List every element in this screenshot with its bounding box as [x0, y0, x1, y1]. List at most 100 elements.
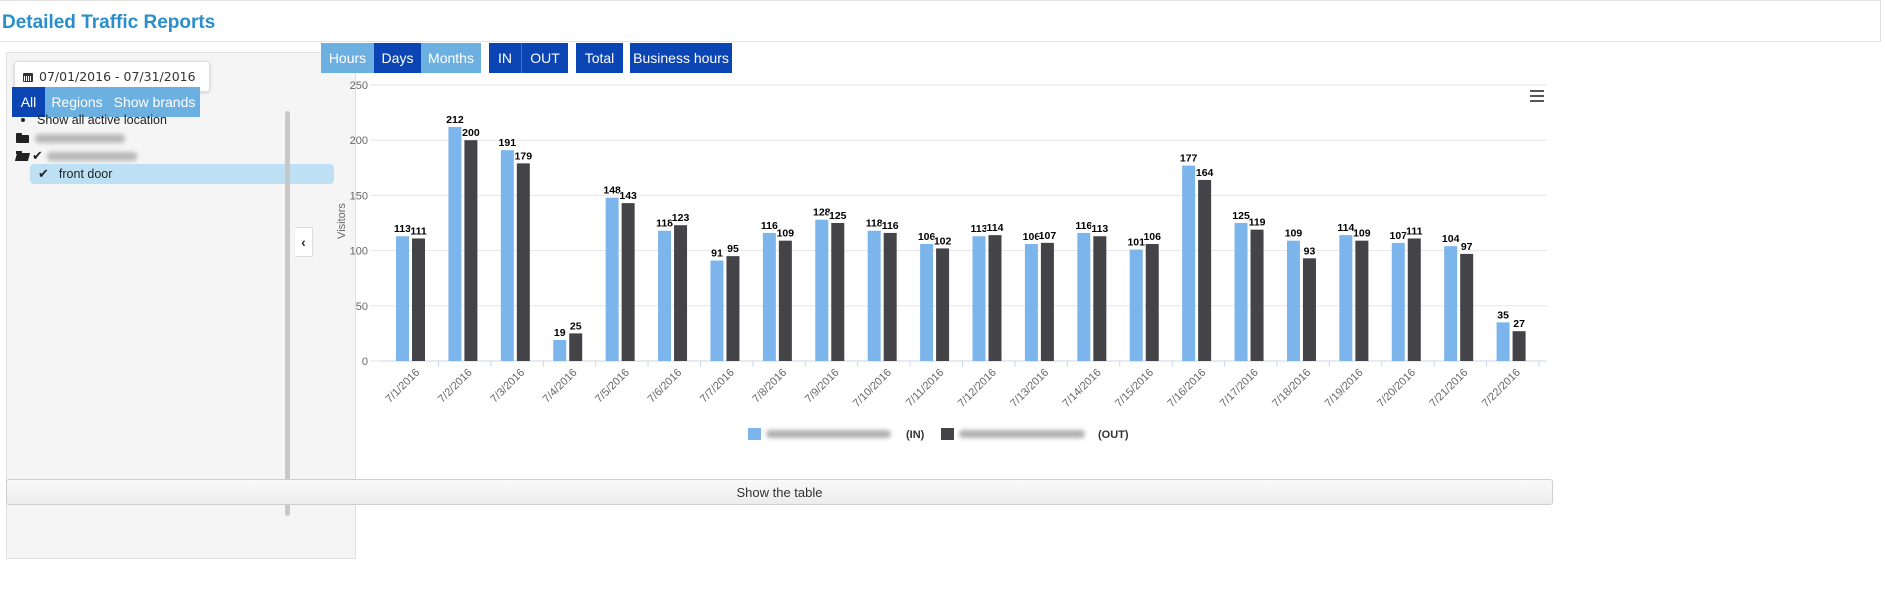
x-tick-label: 7/2/2016 [436, 367, 475, 406]
x-tick-label: 7/9/2016 [803, 367, 842, 406]
show-table-button[interactable]: Show the table [6, 479, 1553, 505]
page-title: Detailed Traffic Reports [2, 12, 216, 33]
collapse-sidebar-button[interactable]: ‹ [295, 227, 313, 257]
x-tick-label: 7/17/2016 [1218, 367, 1261, 410]
x-tick-label: 7/3/2016 [488, 367, 527, 406]
x-tick-label: 7/5/2016 [593, 367, 632, 406]
bar-out [412, 238, 425, 361]
bar-in [1129, 249, 1143, 361]
bar-in [553, 340, 567, 361]
data-label: 109 [777, 228, 795, 240]
x-tick-label: 7/18/2016 [1270, 367, 1313, 410]
chevron-left-icon: ‹ [301, 234, 306, 250]
bar-in [448, 126, 462, 361]
tree-item-store[interactable]: ✔ [16, 146, 137, 166]
bar-out [1302, 258, 1316, 361]
bar-out [988, 235, 1002, 361]
bar-out [516, 163, 530, 361]
bar-out [621, 203, 635, 361]
bar-out [1145, 243, 1159, 361]
data-label: 106 [918, 231, 936, 243]
data-label: 104 [1442, 233, 1460, 245]
bar-in [1077, 232, 1091, 361]
data-label: 179 [515, 150, 533, 162]
data-label: 95 [727, 243, 739, 255]
data-label: 114 [987, 222, 1004, 234]
tree-item-company[interactable] [16, 128, 125, 148]
bar-in [920, 243, 934, 361]
data-label: 116 [1075, 220, 1092, 232]
data-label: 91 [711, 248, 723, 260]
date-range-picker[interactable]: 07/01/2016 - 07/31/2016 [14, 61, 210, 92]
data-label: 107 [1039, 230, 1057, 242]
x-tick-label: 7/21/2016 [1427, 367, 1470, 410]
calendar-icon [23, 72, 33, 82]
bar-out [1250, 229, 1264, 361]
data-label: 106 [1143, 231, 1161, 243]
bar-out [569, 333, 583, 361]
bar-out [464, 140, 478, 361]
legend-label: (OUT) [1098, 429, 1129, 441]
tab-all[interactable]: All [12, 87, 45, 117]
bar-out [1460, 253, 1474, 361]
y-tick-label: 50 [356, 301, 368, 313]
days-button[interactable]: Days [374, 43, 421, 73]
data-label: 109 [1353, 228, 1371, 240]
legend-blurred-name [959, 430, 1085, 438]
tree-item-front-door[interactable] [30, 164, 334, 184]
total-toggle: Total [576, 43, 623, 73]
x-tick-label: 7/4/2016 [541, 367, 580, 406]
bar-out [1512, 331, 1526, 361]
folder-open-icon [16, 151, 30, 161]
in-button[interactable]: IN [489, 43, 522, 73]
data-label: 109 [1285, 228, 1303, 240]
bar-out [1093, 236, 1107, 361]
legend-blurred-name [766, 430, 891, 438]
data-label: 106 [1023, 231, 1041, 243]
months-button[interactable]: Months [421, 43, 481, 73]
bar-out [1040, 242, 1054, 361]
x-tick-label: 7/13/2016 [1008, 367, 1051, 410]
tab-show-brands[interactable]: Show brands [109, 87, 200, 117]
location-tabs: All Regions Show brands [12, 87, 200, 117]
data-label: 119 [1249, 217, 1266, 229]
hours-button[interactable]: Hours [321, 43, 374, 73]
tab-regions[interactable]: Regions [45, 87, 109, 117]
data-label: 113 [971, 223, 988, 235]
total-button[interactable]: Total [576, 43, 623, 73]
folder-icon [16, 133, 29, 143]
y-tick-label: 100 [350, 246, 368, 258]
chart-menu-icon[interactable] [1530, 90, 1544, 102]
bar-in [1391, 242, 1405, 361]
data-label: 102 [934, 235, 952, 247]
bar-in [1182, 165, 1196, 361]
x-tick-label: 7/6/2016 [646, 367, 685, 406]
data-label: 123 [672, 212, 690, 224]
y-tick-label: 200 [350, 135, 368, 147]
data-label: 97 [1461, 241, 1473, 253]
tree-item-front-door-content: ✔ front door [38, 164, 112, 184]
direction-toggle: IN OUT [489, 43, 568, 73]
bar-in [710, 260, 724, 361]
y-tick-label: 250 [350, 80, 368, 92]
data-label: 27 [1513, 318, 1525, 330]
tree-item-show-all[interactable]: Show all active location [21, 110, 167, 130]
bar-in [658, 230, 672, 361]
data-label: 116 [882, 220, 899, 232]
blurred-store-name [46, 151, 137, 161]
bar-out [831, 223, 845, 361]
y-axis-label: Visitors [336, 203, 348, 239]
bar-in [1444, 246, 1458, 361]
bar-in [605, 197, 619, 361]
bar-in [396, 236, 409, 361]
x-tick-label: 7/1/2016 [384, 367, 423, 406]
sidebar-scrollbar[interactable] [285, 111, 290, 516]
business-hours-button[interactable]: Business hours [630, 43, 732, 73]
data-label: 93 [1304, 245, 1316, 257]
x-tick-label: 7/10/2016 [851, 367, 894, 410]
blurred-company-name [35, 133, 125, 143]
check-icon: ✔ [38, 166, 49, 181]
out-button[interactable]: OUT [522, 43, 568, 73]
bar-in [867, 230, 881, 361]
